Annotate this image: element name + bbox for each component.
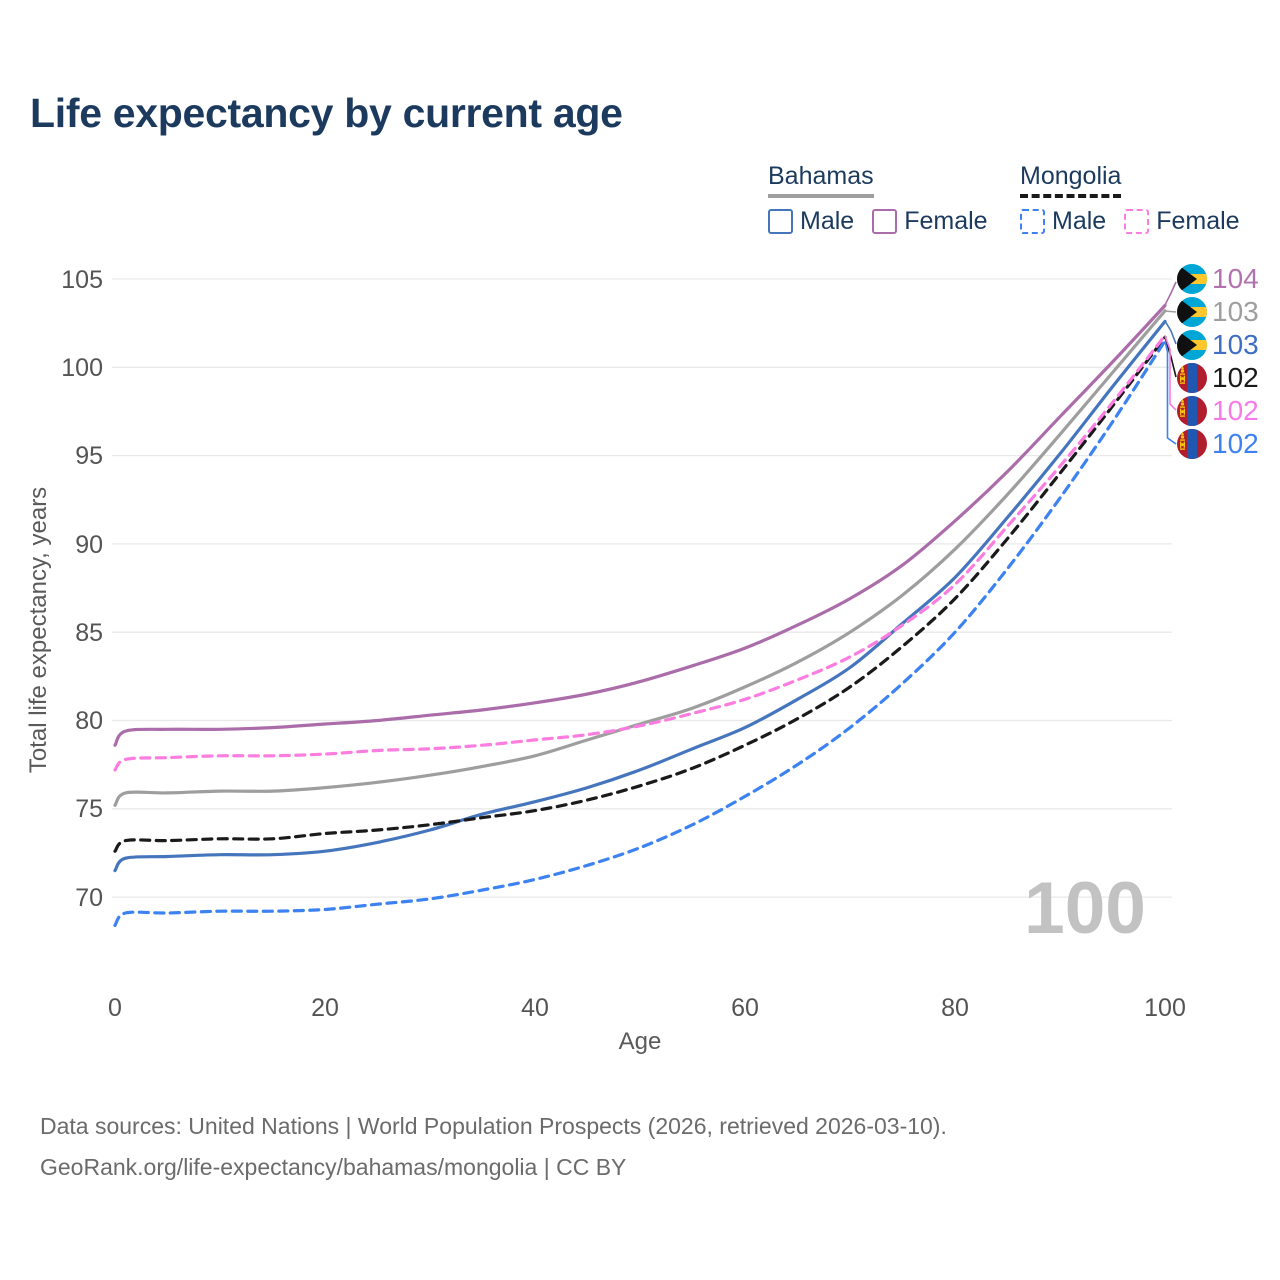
legend-item-label: Female	[904, 207, 988, 235]
legend-country-bahamas[interactable]: Bahamas	[768, 162, 874, 198]
legend-item-bahamas-female[interactable]: Female	[872, 207, 988, 236]
y-tick: 90	[75, 531, 103, 559]
legend-country-mongolia[interactable]: Mongolia	[1020, 162, 1122, 198]
footer-data-sources: Data sources: United Nations | World Pop…	[40, 1113, 947, 1139]
x-axis-ticks: 0 20 40 60 80 100	[108, 994, 1186, 1022]
legend-item-label: Male	[1052, 207, 1107, 235]
end-labels: 104 103 103 102 102 102	[1177, 263, 1259, 459]
y-tick: 95	[75, 442, 103, 470]
connector-mongolia-total	[1164, 336, 1177, 378]
bahamas-flag-icon	[1177, 264, 1207, 294]
mongolia-flag-icon	[1177, 363, 1207, 393]
end-label-value: 102	[1212, 362, 1259, 393]
mongolia-flag-icon	[1177, 429, 1207, 459]
series-line-mongolia-total[interactable]	[113, 335, 1167, 853]
legend-group-mongolia: Mongolia Male Female	[1020, 162, 1240, 236]
footer: Data sources: United Nations | World Pop…	[40, 1106, 947, 1188]
age-watermark: 100	[1024, 868, 1146, 949]
bahamas-female-swatch	[872, 209, 898, 234]
y-tick: 75	[75, 795, 103, 823]
end-label-value: 103	[1212, 329, 1259, 360]
end-label-value: 103	[1212, 296, 1259, 327]
bahamas-flag-icon	[1177, 330, 1207, 360]
mongolia-flag-icon	[1177, 396, 1207, 426]
legend-item-mongolia-male[interactable]: Male	[1020, 207, 1106, 236]
legend-group-bahamas: Bahamas Male Female	[768, 162, 988, 236]
page-title: Life expectancy by current age	[30, 90, 623, 136]
end-label-connectors	[1164, 281, 1177, 445]
y-axis-ticks: 105 100 95 90 85 80 75 70	[61, 266, 103, 912]
connector-mongolia-female	[1164, 335, 1177, 411]
legend-items-bahamas: Male Female	[768, 207, 988, 236]
legend-item-label: Female	[1156, 207, 1240, 235]
legend-item-label: Male	[800, 207, 855, 235]
connector-bahamas-male	[1164, 320, 1177, 345]
x-tick: 0	[108, 994, 122, 1022]
series-line-bahamas-total[interactable]	[113, 309, 1167, 807]
x-tick: 20	[311, 994, 339, 1022]
mongolia-female-swatch	[1124, 209, 1150, 234]
end-label-value: 104	[1212, 263, 1259, 294]
series-line-mongolia-female[interactable]	[113, 333, 1167, 772]
y-tick: 100	[61, 354, 103, 382]
x-axis-title: Age	[619, 1028, 662, 1055]
y-tick: 70	[75, 884, 103, 912]
bahamas-flag-icon	[1177, 297, 1207, 327]
series-line-bahamas-male[interactable]	[113, 319, 1167, 873]
y-tick: 85	[75, 619, 103, 647]
legend-item-bahamas-male[interactable]: Male	[768, 207, 854, 236]
series-line-bahamas-female[interactable]	[113, 303, 1167, 747]
x-tick: 100	[1144, 994, 1186, 1022]
connector-bahamas-total	[1164, 310, 1177, 313]
x-tick: 60	[731, 994, 759, 1022]
legend-item-mongolia-female[interactable]: Female	[1124, 207, 1240, 236]
footer-attribution: GeoRank.org/life-expectancy/bahamas/mong…	[40, 1154, 627, 1180]
end-label-value: 102	[1212, 428, 1259, 459]
legend-items-mongolia: Male Female	[1020, 207, 1240, 236]
x-tick: 80	[941, 994, 969, 1022]
connector-mongolia-male	[1164, 340, 1177, 445]
x-tick: 40	[521, 994, 549, 1022]
connector-bahamas-female	[1164, 281, 1177, 306]
y-tick: 105	[61, 266, 103, 294]
bahamas-male-swatch	[768, 209, 793, 234]
y-tick: 80	[75, 707, 103, 735]
series-line-mongolia-male[interactable]	[113, 339, 1167, 927]
gridlines	[112, 278, 1172, 898]
mongolia-male-swatch	[1020, 209, 1045, 234]
end-label-value: 102	[1212, 395, 1259, 426]
series-lines	[113, 303, 1167, 927]
y-axis-title: Total life expectancy, years	[25, 487, 52, 773]
